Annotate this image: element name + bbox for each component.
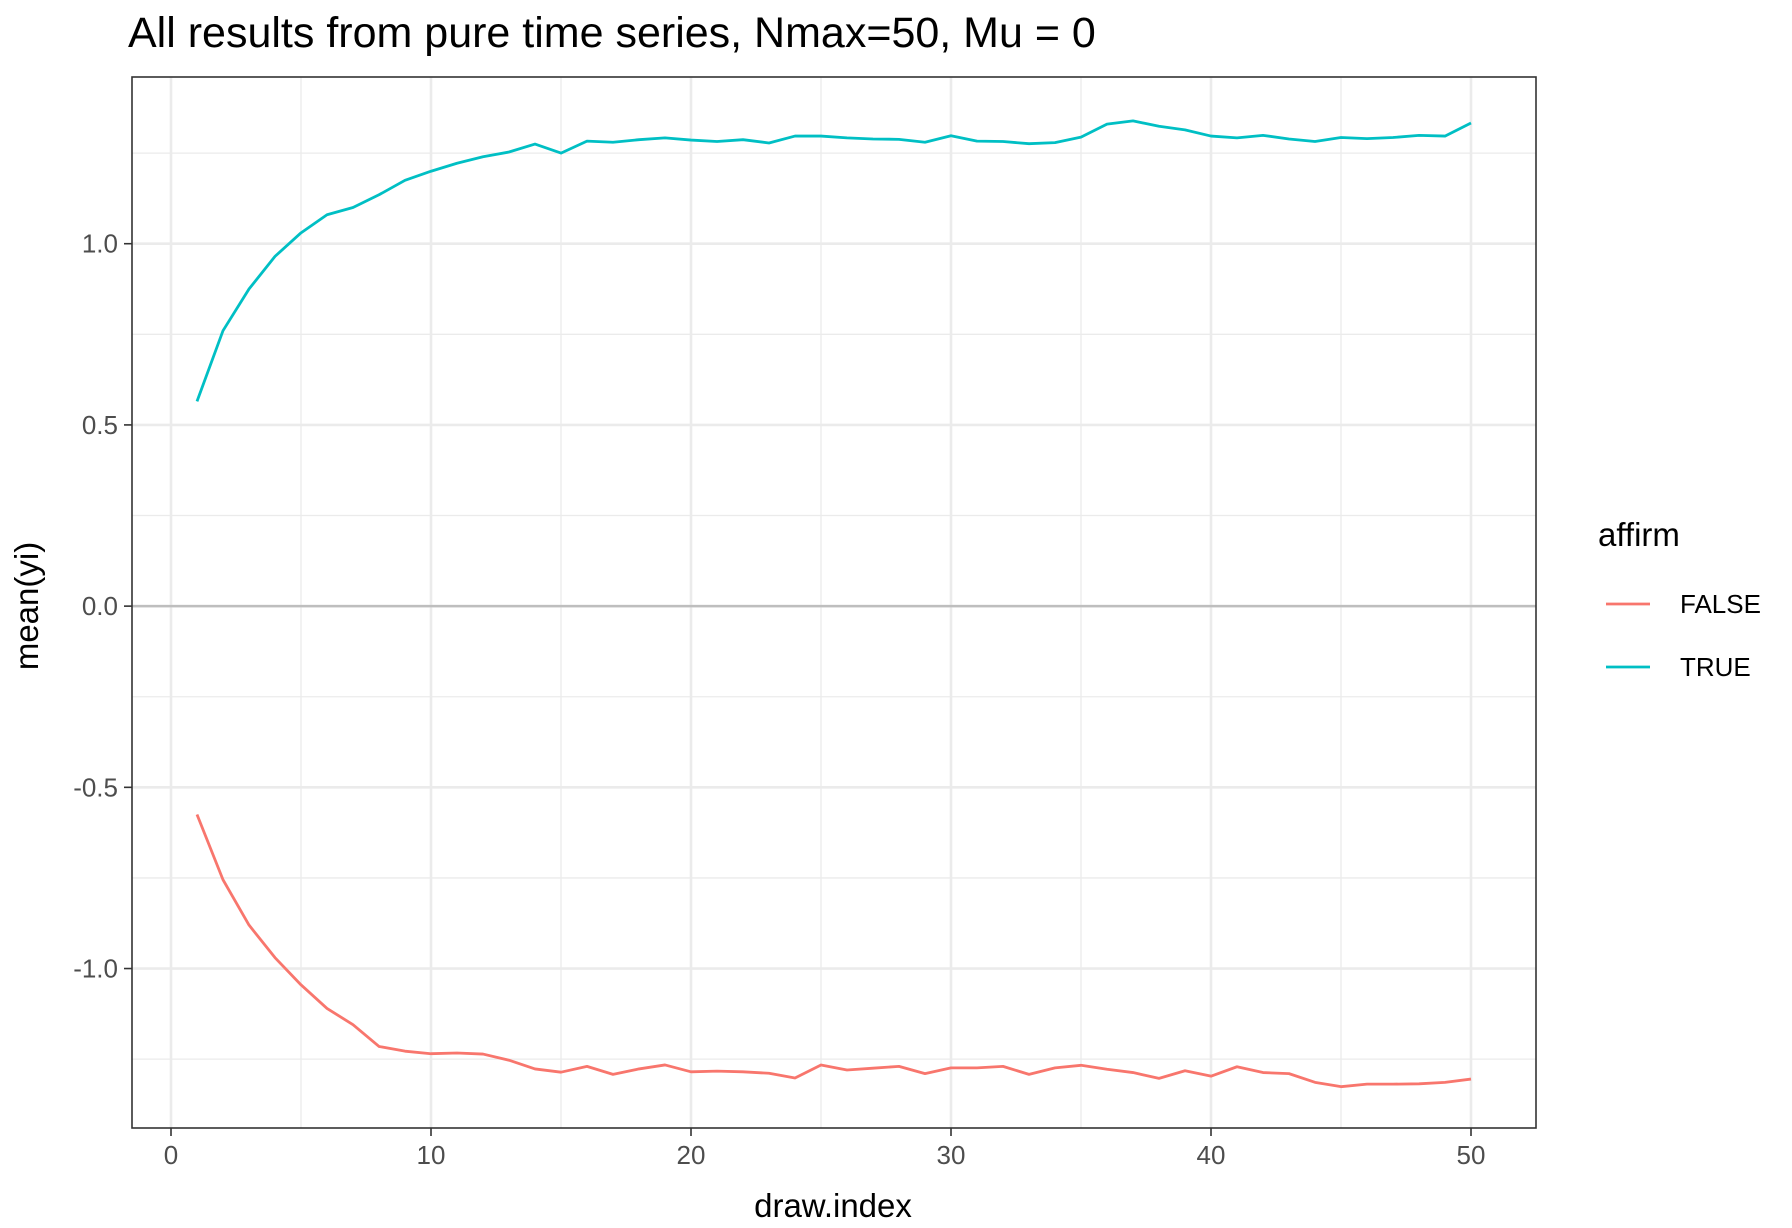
legend-label-true: TRUE (1680, 652, 1751, 682)
major-gridlines (132, 77, 1536, 1128)
y-axis: -1.0 -0.5 0.0 0.5 1.0 (73, 229, 132, 984)
x-tick-label: 50 (1457, 1140, 1486, 1170)
y-tick-label: -1.0 (73, 954, 118, 984)
legend-label-false: FALSE (1680, 589, 1761, 619)
y-axis-title: mean(yi) (8, 542, 45, 670)
legend-items: FALSE TRUE (1606, 589, 1761, 682)
legend-title: affirm (1598, 516, 1680, 553)
plot-background (132, 77, 1536, 1128)
x-tick-label: 40 (1197, 1140, 1226, 1170)
x-tick-label: 10 (417, 1140, 446, 1170)
x-axis-title: draw.index (754, 1187, 912, 1224)
x-tick-label: 30 (937, 1140, 966, 1170)
y-tick-label: 1.0 (82, 229, 118, 259)
series-lines (195, 119, 1472, 1089)
x-tick-label: 20 (677, 1140, 706, 1170)
x-axis: 0 10 20 30 40 50 (164, 1128, 1486, 1170)
legend: affirm FALSE TRUE (1598, 516, 1761, 682)
y-tick-label: 0.0 (82, 591, 118, 621)
x-tick-label: 0 (164, 1140, 178, 1170)
series-line-true (195, 119, 1472, 402)
chart-title: All results from pure time series, Nmax=… (128, 9, 1096, 57)
y-tick-label: 0.5 (82, 410, 118, 440)
plot-panel (131, 76, 1537, 1129)
y-tick-label: -0.5 (73, 772, 118, 802)
series-line-false (195, 813, 1472, 1089)
minor-gridlines (132, 77, 1536, 1128)
plot-border (131, 76, 1537, 1129)
